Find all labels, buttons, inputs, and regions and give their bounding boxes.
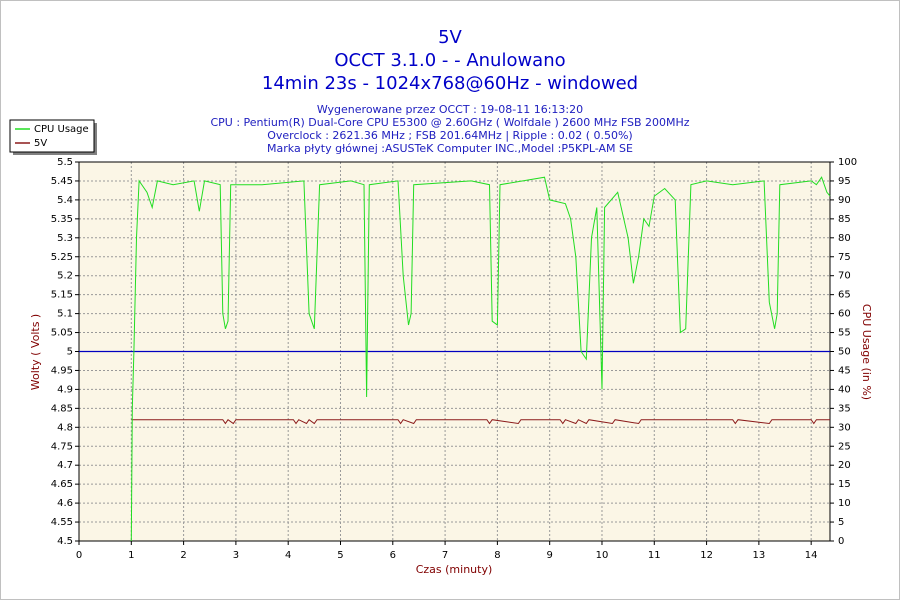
x-tick-label: 8 bbox=[494, 550, 500, 561]
y-tick-label: 4.9 bbox=[57, 384, 73, 395]
y2-tick-label: 50 bbox=[838, 347, 851, 358]
y2-tick-label: 15 bbox=[838, 479, 851, 490]
title-line: 14min 23s - 1024x768@60Hz - windowed bbox=[262, 73, 638, 94]
y-tick-label: 5.5 bbox=[57, 157, 73, 168]
y-tick-label: 5.05 bbox=[51, 328, 73, 339]
y2-tick-label: 45 bbox=[838, 365, 851, 376]
y2-tick-label: 80 bbox=[838, 233, 851, 244]
y2-tick-label: 85 bbox=[838, 214, 851, 225]
y2-tick-label: 70 bbox=[838, 271, 851, 282]
y-tick-label: 4.5 bbox=[57, 536, 73, 547]
y-tick-label: 5.4 bbox=[57, 195, 73, 206]
y-tick-label: 4.75 bbox=[51, 441, 73, 452]
legend-label: CPU Usage bbox=[34, 124, 89, 135]
series-line bbox=[130, 176, 831, 542]
y-tick-label: 5.35 bbox=[51, 214, 73, 225]
y2-tick-label: 40 bbox=[838, 384, 851, 395]
x-tick-label: 0 bbox=[76, 550, 82, 561]
y-tick-label: 4.8 bbox=[57, 422, 73, 433]
y-tick-label: 5.3 bbox=[57, 233, 73, 244]
subtitle-line: Marka płyty głównej :ASUSTeK Computer IN… bbox=[267, 142, 633, 155]
x-tick-label: 11 bbox=[648, 550, 661, 561]
x-tick-label: 4 bbox=[285, 550, 291, 561]
y-tick-label: 4.65 bbox=[51, 479, 73, 490]
y-tick-label: 4.55 bbox=[51, 517, 73, 528]
title-line: OCCT 3.1.0 - - Anulowano bbox=[334, 50, 565, 71]
y-tick-label: 5.15 bbox=[51, 290, 73, 301]
legend-label: 5V bbox=[34, 138, 47, 149]
y2-axis-label: CPU Usage (in %) bbox=[860, 304, 873, 400]
subtitle-line: Wygenerowane przez OCCT : 19-08-11 16:13… bbox=[317, 103, 583, 116]
y2-tick-label: 55 bbox=[838, 328, 851, 339]
y-tick-label: 5.2 bbox=[57, 271, 73, 282]
series-line bbox=[131, 418, 830, 425]
y-tick-label: 4.95 bbox=[51, 365, 73, 376]
chart-title: 5V bbox=[438, 27, 462, 48]
y2-tick-label: 10 bbox=[838, 498, 851, 509]
x-tick-label: 12 bbox=[700, 550, 713, 561]
x-tick-label: 14 bbox=[805, 550, 818, 561]
x-tick-label: 3 bbox=[233, 550, 239, 561]
y-tick-label: 5.45 bbox=[51, 176, 73, 187]
y2-tick-label: 5 bbox=[838, 517, 844, 528]
y2-tick-label: 20 bbox=[838, 460, 851, 471]
x-tick-label: 6 bbox=[390, 550, 396, 561]
legend-box bbox=[9, 119, 95, 153]
y-tick-label: 4.6 bbox=[57, 498, 73, 509]
subtitle-line: CPU : Pentium(R) Dual-Core CPU E5300 @ 2… bbox=[210, 116, 689, 129]
y2-tick-label: 25 bbox=[838, 441, 851, 452]
x-tick-label: 9 bbox=[546, 550, 552, 561]
x-tick-label: 10 bbox=[596, 550, 609, 561]
x-tick-label: 5 bbox=[337, 550, 343, 561]
y2-tick-label: 95 bbox=[838, 176, 851, 187]
y-tick-label: 5.25 bbox=[51, 252, 73, 263]
y-tick-label: 5 bbox=[67, 347, 73, 358]
y2-tick-label: 90 bbox=[838, 195, 851, 206]
y2-tick-label: 30 bbox=[838, 422, 851, 433]
y-tick-label: 4.85 bbox=[51, 403, 73, 414]
x-axis-label: Czas (minuty) bbox=[416, 563, 493, 576]
y2-tick-label: 60 bbox=[838, 309, 851, 320]
y2-tick-label: 65 bbox=[838, 290, 851, 301]
y-tick-label: 5.1 bbox=[57, 309, 73, 320]
x-tick-label: 2 bbox=[180, 550, 186, 561]
x-tick-label: 13 bbox=[753, 550, 766, 561]
x-tick-label: 1 bbox=[128, 550, 134, 561]
x-tick-label: 7 bbox=[442, 550, 448, 561]
y-axis-label: Wolty ( Volts ) bbox=[29, 314, 42, 390]
y2-tick-label: 75 bbox=[838, 252, 851, 263]
subtitle-line: Overclock : 2621.36 MHz ; FSB 201.64MHz … bbox=[267, 129, 632, 142]
y2-tick-label: 0 bbox=[838, 536, 844, 547]
y-tick-label: 4.7 bbox=[57, 460, 73, 471]
y2-tick-label: 100 bbox=[838, 157, 857, 168]
y2-tick-label: 35 bbox=[838, 403, 851, 414]
